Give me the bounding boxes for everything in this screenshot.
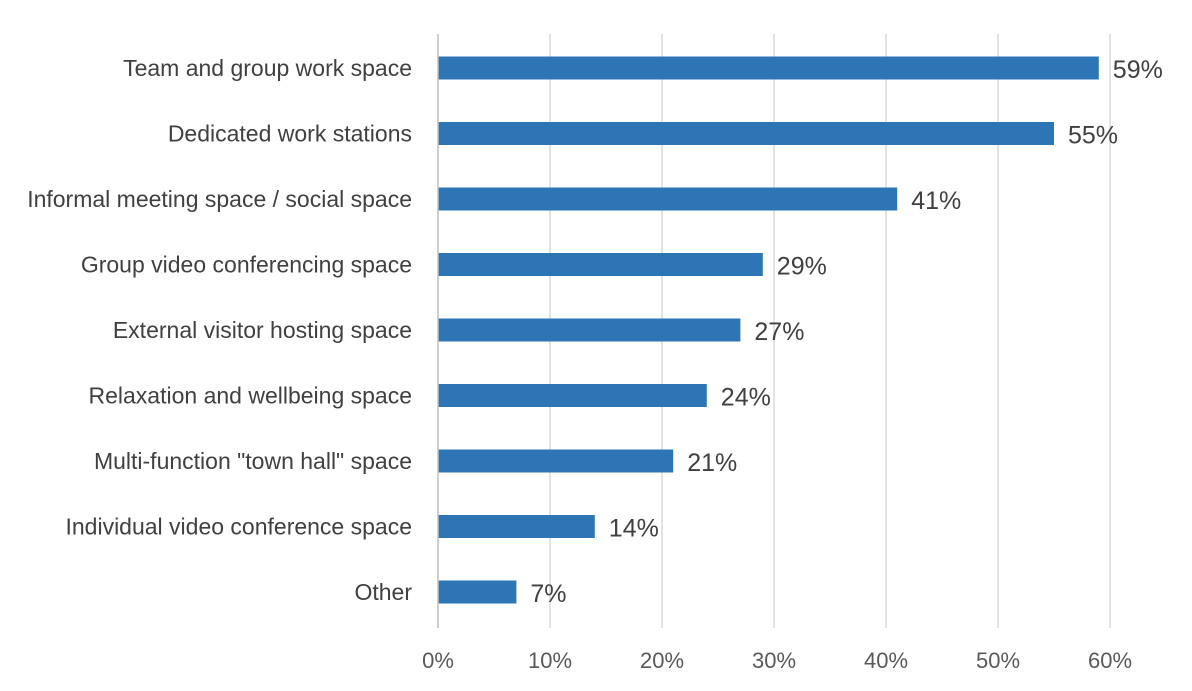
bar bbox=[438, 384, 707, 407]
category-labels: Team and group work space Dedicated work … bbox=[27, 55, 412, 605]
x-tick-label: 30% bbox=[752, 648, 796, 673]
x-tick-label: 40% bbox=[864, 648, 908, 673]
category-label: External visitor hosting space bbox=[113, 317, 412, 343]
x-tick-label: 10% bbox=[528, 648, 572, 673]
category-label: Other bbox=[354, 579, 412, 605]
category-label: Multi-function "town hall" space bbox=[94, 448, 412, 474]
x-tick-labels: 0% 10% 20% 30% 40% 50% 60% bbox=[422, 648, 1132, 673]
bar bbox=[438, 253, 763, 276]
data-label: 24% bbox=[721, 384, 771, 412]
category-label: Group video conferencing space bbox=[81, 252, 412, 278]
bar bbox=[438, 515, 595, 538]
data-label: 21% bbox=[687, 449, 737, 477]
bar bbox=[438, 449, 674, 473]
category-label: Informal meeting space / social space bbox=[27, 186, 412, 212]
bar bbox=[438, 318, 741, 342]
data-label: 41% bbox=[911, 187, 961, 215]
data-label: 59% bbox=[1113, 56, 1163, 84]
bars bbox=[438, 56, 1099, 604]
category-label: Dedicated work stations bbox=[168, 121, 412, 147]
data-label: 14% bbox=[609, 515, 659, 543]
data-labels: 59% 55% 41% 29% 27% 24% 21% 14% 7% bbox=[530, 56, 1162, 608]
data-label: 55% bbox=[1068, 122, 1118, 150]
bar bbox=[438, 56, 1099, 80]
x-tick-label: 20% bbox=[640, 648, 684, 673]
category-label: Individual video conference space bbox=[65, 514, 412, 540]
data-label: 29% bbox=[777, 253, 827, 281]
x-tick-label: 0% bbox=[422, 648, 454, 673]
x-tick-label: 60% bbox=[1088, 648, 1132, 673]
bar bbox=[438, 122, 1054, 145]
category-label: Relaxation and wellbeing space bbox=[89, 383, 413, 409]
bar bbox=[438, 580, 517, 604]
data-label: 7% bbox=[530, 580, 566, 608]
x-tick-label: 50% bbox=[976, 648, 1020, 673]
bar bbox=[438, 187, 898, 211]
category-label: Team and group work space bbox=[123, 55, 412, 81]
data-label: 27% bbox=[754, 318, 804, 346]
